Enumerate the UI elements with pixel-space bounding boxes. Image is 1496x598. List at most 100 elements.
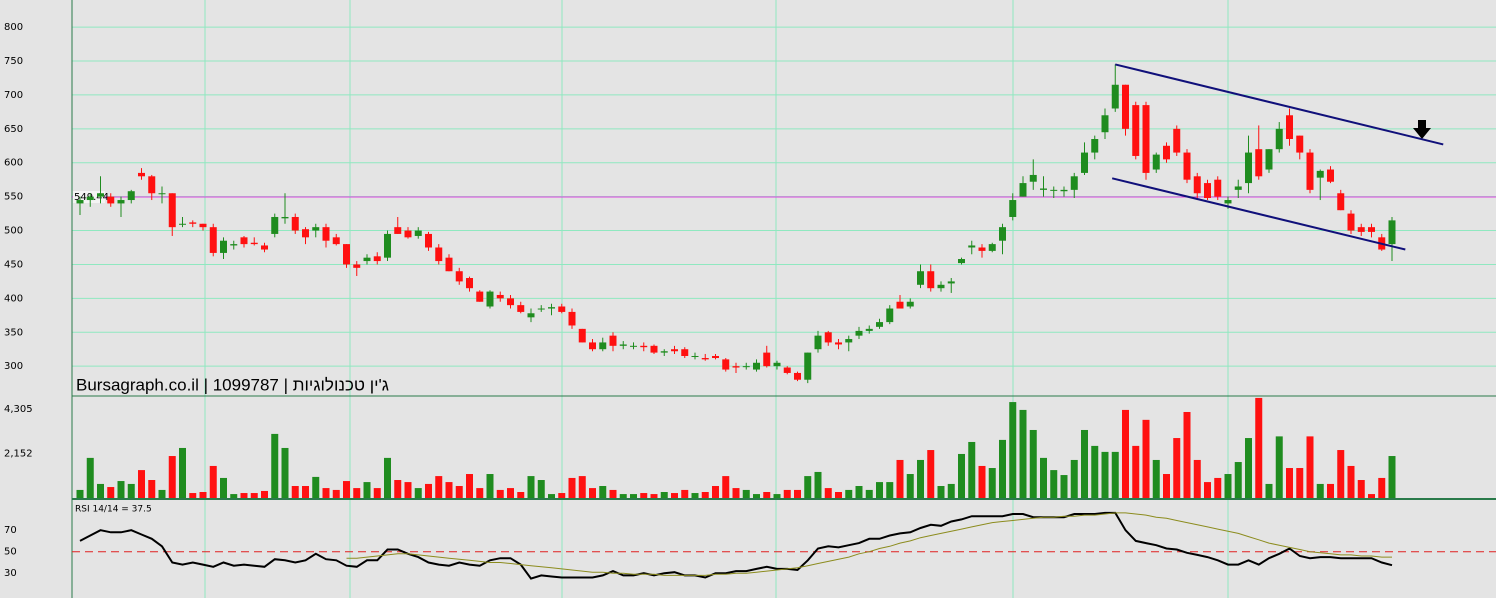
candle-body — [127, 191, 135, 201]
y-tick-label: 70 — [4, 525, 17, 536]
volume-bar — [1081, 429, 1088, 498]
candle-body — [794, 372, 801, 380]
y-tick-label: 4,305 — [4, 404, 33, 415]
grid-layer — [72, 0, 1496, 598]
candle-body — [1224, 200, 1232, 204]
candle-body — [1265, 149, 1273, 170]
candle-body — [1183, 152, 1191, 180]
volume-bar — [824, 488, 832, 498]
volume-bar — [148, 480, 156, 498]
volume-bar — [394, 480, 402, 498]
volume-bar — [86, 457, 94, 498]
candle-body — [1040, 188, 1047, 190]
volume-bar — [1337, 450, 1345, 498]
candle-body — [886, 308, 894, 323]
candle-body — [1050, 189, 1058, 191]
volume-bar — [261, 490, 268, 498]
volume-bar — [1029, 429, 1037, 498]
candle-body — [1029, 174, 1037, 182]
candle-body — [855, 330, 863, 336]
volume-bar — [742, 489, 750, 498]
volume-bar — [199, 492, 207, 498]
volume-bar — [435, 476, 443, 498]
volume-bar — [117, 481, 125, 498]
candle-body — [179, 223, 186, 225]
y-tick-label: 300 — [4, 361, 23, 372]
y-tick-label: 2,152 — [4, 449, 33, 460]
candle-body — [1163, 145, 1170, 160]
candle-body — [199, 223, 207, 228]
candle-body — [1091, 139, 1099, 153]
candle-body — [548, 307, 555, 309]
candle-body — [117, 200, 125, 204]
volume-bar — [1368, 494, 1375, 498]
volume-bar — [650, 494, 658, 498]
candle-body — [701, 358, 709, 360]
candle-body — [1306, 152, 1314, 190]
volume-bar — [763, 492, 771, 498]
volume-bar — [1224, 474, 1232, 498]
volume-bar — [1070, 459, 1078, 498]
volume-bar — [1091, 445, 1099, 498]
volume-bar — [1265, 483, 1273, 498]
candle-body — [1204, 183, 1211, 198]
volume-bar — [876, 482, 883, 498]
volume-bar — [701, 492, 709, 498]
volume-bar — [476, 488, 484, 498]
volume-bar — [189, 493, 197, 498]
candle-body — [722, 359, 730, 370]
y-tick-label: 450 — [4, 259, 23, 270]
candle-body — [1245, 152, 1252, 184]
volume-bar — [783, 489, 791, 498]
candle-body — [1286, 115, 1293, 140]
candle-body — [1296, 135, 1304, 153]
candle-body — [1070, 176, 1078, 190]
volume-bar — [978, 465, 986, 498]
candle-body — [322, 227, 330, 241]
candle-body — [558, 306, 566, 312]
candle-body — [947, 281, 955, 284]
candle-body — [753, 362, 760, 370]
y-tick-label: 650 — [4, 124, 23, 135]
volume-bar — [107, 487, 115, 498]
volume-bar — [158, 489, 166, 498]
volume-bar — [230, 494, 238, 498]
candle-body — [660, 351, 668, 353]
candle-body — [240, 237, 248, 245]
candle-body — [988, 244, 996, 251]
volume-bar — [906, 474, 914, 498]
candle-body — [527, 313, 535, 318]
candle-body — [414, 230, 422, 236]
candle-body — [630, 345, 637, 347]
candle-body — [486, 291, 494, 307]
candle-body — [589, 342, 596, 350]
candle-body — [958, 259, 965, 264]
volume-bar — [496, 489, 504, 498]
volume-bar — [527, 476, 535, 498]
volume-bar — [1388, 456, 1396, 498]
candle-body — [1368, 227, 1375, 232]
candle-body — [261, 245, 268, 250]
volume-bar — [353, 488, 361, 498]
y-tick-label: 400 — [4, 293, 23, 304]
volume-bar — [486, 474, 494, 498]
candle-body — [394, 227, 402, 234]
candle-body — [1122, 84, 1129, 129]
candle-body — [384, 233, 391, 258]
candle-body — [466, 278, 473, 289]
volume-bar — [589, 488, 596, 498]
volume-bar — [1060, 475, 1068, 498]
candle-body — [1347, 213, 1355, 231]
volume-bar — [599, 486, 607, 498]
candle-body — [312, 227, 320, 231]
volume-bar — [937, 486, 945, 498]
volume-bar — [127, 483, 135, 498]
volume-bar — [753, 494, 760, 498]
volume-bar — [1152, 459, 1160, 498]
candle-body — [1111, 84, 1119, 109]
y-tick-label: 800 — [4, 22, 23, 33]
volume-bar — [1306, 436, 1314, 498]
volume-bar — [455, 486, 463, 498]
volume-bar — [660, 492, 668, 498]
